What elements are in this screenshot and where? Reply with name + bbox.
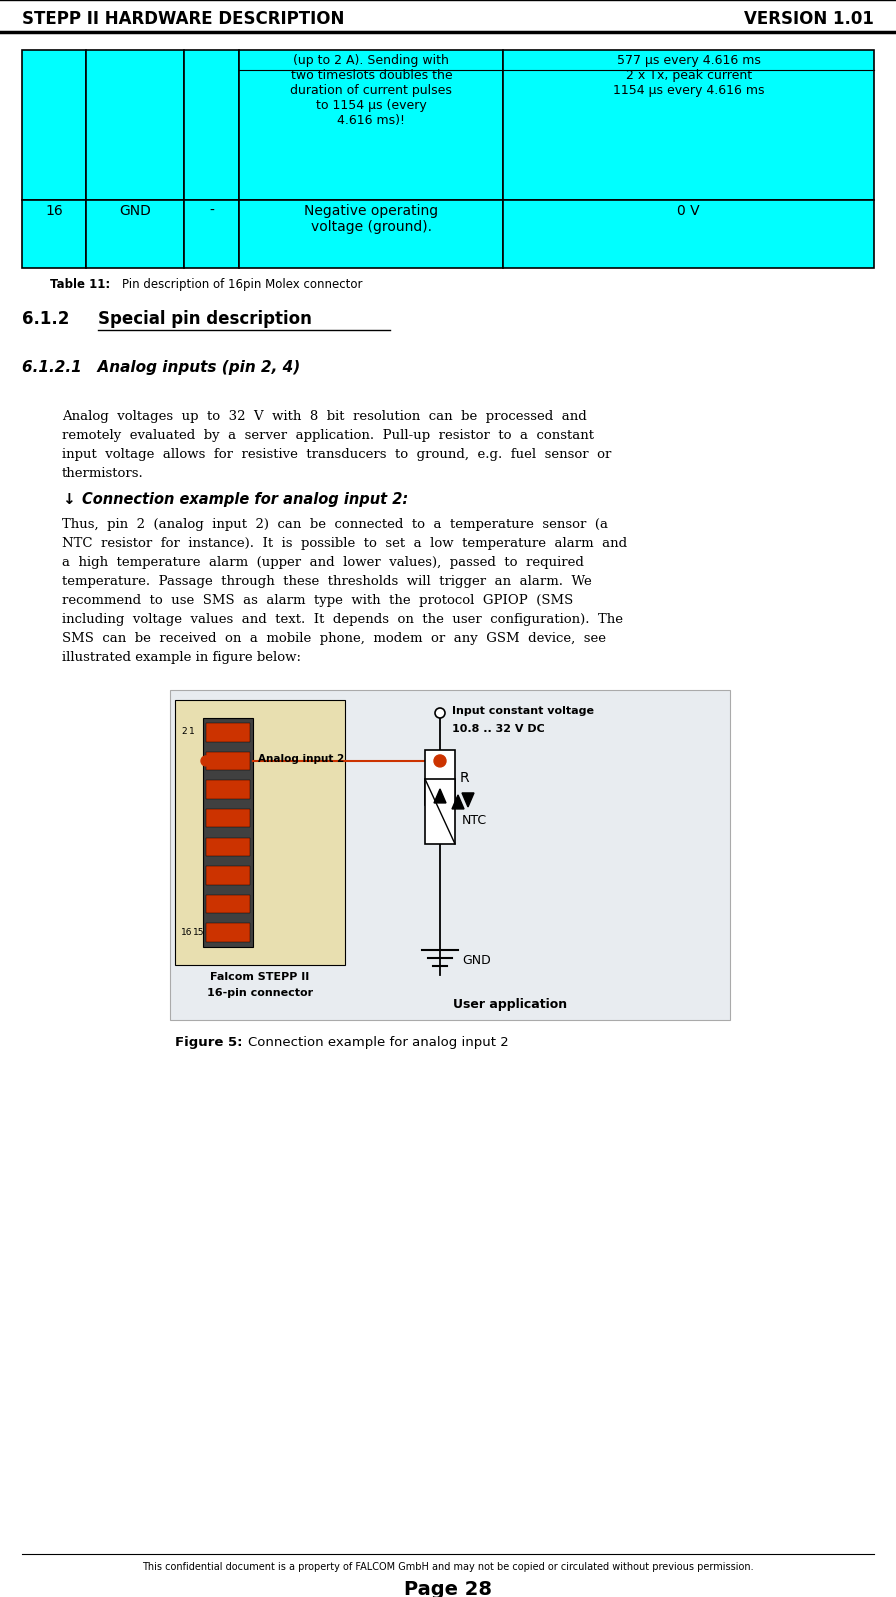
Bar [170,690,730,1020]
Text: including  voltage  values  and  text.  It  depends  on  the  user  configuratio: including voltage values and text. It de… [62,613,623,626]
Text: recommend  to  use  SMS  as  alarm  type  with  the  protocol  GPIOP  (SMS: recommend to use SMS as alarm type with … [62,594,573,607]
Bar [203,719,253,947]
Bar [239,200,504,268]
Bar [206,837,250,856]
Bar [206,894,250,913]
Text: Connection example for analog input 2:: Connection example for analog input 2: [82,492,409,506]
Text: thermistors.: thermistors. [62,466,143,481]
Text: Analog  voltages  up  to  32  V  with  8  bit  resolution  can  be  processed  a: Analog voltages up to 32 V with 8 bit re… [62,410,587,423]
Bar [206,781,250,798]
Bar [206,810,250,827]
Text: 6.1.2: 6.1.2 [22,310,69,327]
Text: temperature.  Passage  through  these  thresholds  will  trigger  an  alarm.  We: temperature. Passage through these thres… [62,575,591,588]
Bar [86,200,184,268]
Bar [184,200,239,268]
Bar [425,779,455,843]
Text: Table 11:: Table 11: [50,278,110,291]
Text: GND: GND [119,204,151,219]
Text: Thus,  pin  2  (analog  input  2)  can  be  connected  to  a  temperature  senso: Thus, pin 2 (analog input 2) can be conn… [62,517,608,530]
Text: Page 28: Page 28 [404,1579,492,1597]
Bar [22,200,86,268]
Text: 16-pin connector: 16-pin connector [207,989,313,998]
Text: -: - [209,204,214,219]
Bar [22,50,86,200]
Text: Figure 5:: Figure 5: [175,1036,243,1049]
Bar [184,50,239,200]
Text: This confidential document is a property of FALCOM GmbH and may not be copied or: This confidential document is a property… [142,1562,754,1571]
Circle shape [201,755,211,767]
Text: Special pin description: Special pin description [98,310,312,327]
Text: 15: 15 [193,928,204,937]
Text: R: R [460,770,470,784]
Text: Pin description of 16pin Molex connector: Pin description of 16pin Molex connector [122,278,363,291]
Text: Negative operating
voltage (ground).: Negative operating voltage (ground). [305,204,438,235]
Text: 6.1.2.1   Analog inputs (pin 2, 4): 6.1.2.1 Analog inputs (pin 2, 4) [22,359,300,375]
Text: 2: 2 [181,727,186,736]
Text: a  high  temperature  alarm  (upper  and  lower  values),  passed  to  required: a high temperature alarm (upper and lowe… [62,556,584,569]
Text: ↓: ↓ [62,492,74,506]
Bar [206,752,250,770]
Text: VERSION 1.01: VERSION 1.01 [744,10,874,29]
Text: 16: 16 [181,928,193,937]
Bar [504,200,874,268]
Bar [175,699,345,965]
Text: NTC  resistor  for  instance).  It  is  possible  to  set  a  low  temperature  : NTC resistor for instance). It is possib… [62,537,627,549]
Bar [239,50,504,200]
Bar [206,866,250,885]
Polygon shape [434,789,446,803]
Polygon shape [452,795,464,810]
Text: illustrated example in figure below:: illustrated example in figure below: [62,652,301,664]
Text: SMS  can  be  received  on  a  mobile  phone,  modem  or  any  GSM  device,  see: SMS can be received on a mobile phone, m… [62,632,606,645]
Text: 1: 1 [189,727,194,736]
Bar [206,723,250,741]
Text: Falcom STEPP II: Falcom STEPP II [211,973,310,982]
Bar [86,50,184,200]
Text: (up to 2 A). Sending with
two timeslots doubles the
duration of current pulses
t: (up to 2 A). Sending with two timeslots … [290,54,452,128]
Bar [504,50,874,200]
Text: 10.8 .. 32 V DC: 10.8 .. 32 V DC [452,723,545,735]
Text: input  voltage  allows  for  resistive  transducers  to  ground,  e.g.  fuel  se: input voltage allows for resistive trans… [62,449,611,462]
Text: Input constant voltage: Input constant voltage [452,706,594,715]
Text: remotely  evaluated  by  a  server  application.  Pull-up  resistor  to  a  cons: remotely evaluated by a server applicati… [62,430,594,442]
Text: STEPP II HARDWARE DESCRIPTION: STEPP II HARDWARE DESCRIPTION [22,10,344,29]
Text: 577 µs every 4.616 ms
2 x Tx, peak current
1154 µs every 4.616 ms: 577 µs every 4.616 ms 2 x Tx, peak curre… [613,54,764,97]
Circle shape [435,707,445,719]
Bar [425,751,455,805]
Text: User application: User application [453,998,567,1011]
Circle shape [434,755,446,767]
Text: NTC: NTC [462,814,487,827]
Text: Analog input 2: Analog input 2 [258,754,344,763]
Bar [206,923,250,942]
Polygon shape [462,794,474,806]
Text: 0 V: 0 V [677,204,700,219]
Text: Connection example for analog input 2: Connection example for analog input 2 [248,1036,509,1049]
Text: GND: GND [462,953,491,968]
Text: 16: 16 [45,204,63,219]
